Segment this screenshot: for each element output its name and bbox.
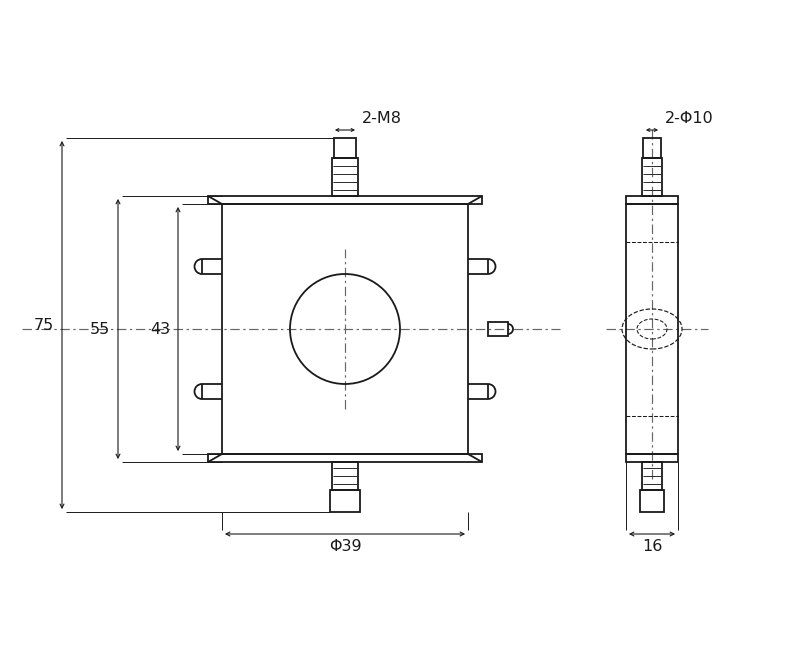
Bar [334,138,356,158]
Bar [640,490,664,512]
Text: 75: 75 [34,318,54,333]
Bar [332,158,358,196]
Bar [626,204,678,454]
Bar [208,196,482,204]
Bar [642,158,662,196]
Bar [643,138,661,158]
Text: 55: 55 [90,322,110,337]
Text: 16: 16 [642,539,662,554]
Bar [626,454,678,462]
Text: 43: 43 [150,322,170,337]
Text: 2-M8: 2-M8 [362,111,402,126]
Bar [626,196,678,204]
Bar [332,462,358,490]
Bar [208,454,482,462]
Bar [330,490,360,512]
Bar [222,204,468,454]
Bar [642,462,662,490]
Bar [488,322,508,336]
Text: Φ39: Φ39 [329,539,362,554]
Text: 2-Φ10: 2-Φ10 [665,111,714,126]
